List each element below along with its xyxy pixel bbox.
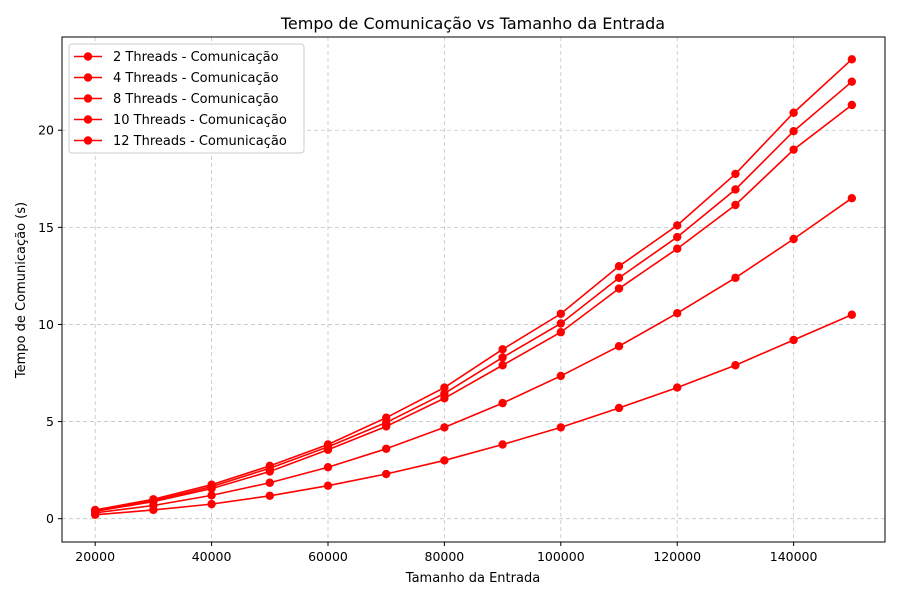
legend-item: 10 Threads - Comunicação xyxy=(74,113,287,128)
data-point xyxy=(614,403,624,413)
data-point xyxy=(440,383,449,392)
data-point xyxy=(731,361,740,370)
data-point xyxy=(381,413,391,422)
data-point xyxy=(440,456,449,465)
data-point xyxy=(207,499,216,509)
y-tick-label: 5 xyxy=(46,414,54,429)
data-point xyxy=(323,481,333,490)
legend-box xyxy=(68,43,305,154)
y-tick-label: 15 xyxy=(38,220,54,235)
data-point xyxy=(556,328,566,337)
data-point xyxy=(556,423,566,432)
data-point xyxy=(323,463,333,472)
legend-item: 12 Threads - Comunicação xyxy=(74,134,287,149)
series-1 xyxy=(90,310,857,520)
x-tick-label: 40000 xyxy=(192,549,232,564)
data-point xyxy=(440,389,449,398)
x-tick-label: 140000 xyxy=(770,549,818,564)
data-point xyxy=(789,108,798,117)
data-point xyxy=(498,398,507,408)
data-point xyxy=(847,100,857,110)
legend-item: 8 Threads - Comunicação xyxy=(74,92,279,107)
legend-label: 2 Threads - Comunicação xyxy=(113,50,279,65)
x-axis-title: Tamanho da Entrada xyxy=(405,571,540,586)
legend-marker xyxy=(83,136,93,145)
data-point xyxy=(673,244,682,253)
x-tick-label: 80000 xyxy=(425,549,465,564)
data-point xyxy=(847,310,857,319)
data-point xyxy=(323,440,333,449)
data-point xyxy=(789,234,798,244)
legend-label: 4 Threads - Comunicação xyxy=(113,71,279,86)
x-tick-label: 120000 xyxy=(653,549,701,564)
series-line xyxy=(95,104,853,513)
series-line xyxy=(95,197,853,514)
series-2 xyxy=(90,194,857,518)
data-point xyxy=(847,55,857,64)
y-tick-label: 20 xyxy=(38,123,54,138)
data-point xyxy=(614,342,624,351)
x-tick-label: 60000 xyxy=(308,549,348,564)
data-point xyxy=(265,478,274,487)
data-point xyxy=(556,371,566,381)
data-point xyxy=(847,194,857,203)
data-point xyxy=(149,495,158,504)
data-point xyxy=(731,185,740,194)
series-5 xyxy=(90,55,857,515)
chart-title: Tempo de Comunicação vs Tamanho da Entra… xyxy=(280,14,665,33)
data-point xyxy=(498,440,507,449)
y-tick-label: 0 xyxy=(46,511,54,526)
data-point xyxy=(265,461,274,471)
data-point xyxy=(673,221,682,230)
data-point xyxy=(381,444,391,453)
data-point xyxy=(731,273,740,283)
data-point xyxy=(207,480,216,489)
data-point xyxy=(731,169,740,179)
legend-item: 2 Threads - Comunicação xyxy=(74,50,279,65)
data-point xyxy=(614,284,624,293)
x-tick-label: 20000 xyxy=(75,549,115,564)
series-line xyxy=(95,58,853,511)
data-point xyxy=(673,308,682,318)
data-point xyxy=(498,353,507,362)
legend-marker xyxy=(83,73,93,82)
data-point xyxy=(614,273,624,283)
data-point xyxy=(789,145,798,154)
x-tick-label: 100000 xyxy=(537,549,585,564)
data-point xyxy=(556,309,566,318)
data-point xyxy=(673,383,682,392)
data-point xyxy=(673,232,682,242)
series-3 xyxy=(90,100,857,516)
data-point xyxy=(90,505,100,515)
plot-area xyxy=(61,36,886,543)
series-group xyxy=(90,55,857,520)
data-point xyxy=(731,200,740,210)
data-point xyxy=(789,127,798,136)
legend-marker xyxy=(83,94,93,103)
x-axis: 20000 40000 60000 80000 100000 120000 140000 xyxy=(75,542,818,564)
legend-label: 10 Threads - Comunicação xyxy=(113,113,287,128)
data-point xyxy=(498,361,507,370)
series-line xyxy=(95,81,853,512)
legend: 2 Threads - Comunicação 4 Threads - Comun… xyxy=(68,43,305,154)
legend-item: 4 Threads - Comunicação xyxy=(74,71,279,86)
series-line xyxy=(95,314,853,516)
data-point xyxy=(614,261,624,271)
y-tick-label: 10 xyxy=(38,317,54,332)
data-point xyxy=(789,335,798,345)
data-point xyxy=(440,423,449,432)
data-point xyxy=(556,319,566,328)
y-axis: 0 5 10 15 20 xyxy=(38,123,62,526)
data-point xyxy=(265,491,274,500)
data-point xyxy=(207,491,216,500)
data-point xyxy=(847,77,857,86)
y-axis-title: Tempo de Comunicação (s) xyxy=(14,202,29,379)
data-point xyxy=(381,469,391,479)
data-point xyxy=(498,345,507,354)
legend-marker xyxy=(83,52,93,61)
legend-label: 12 Threads - Comunicação xyxy=(113,134,287,149)
legend-marker xyxy=(83,115,93,124)
legend-label: 8 Threads - Comunicação xyxy=(113,92,279,107)
